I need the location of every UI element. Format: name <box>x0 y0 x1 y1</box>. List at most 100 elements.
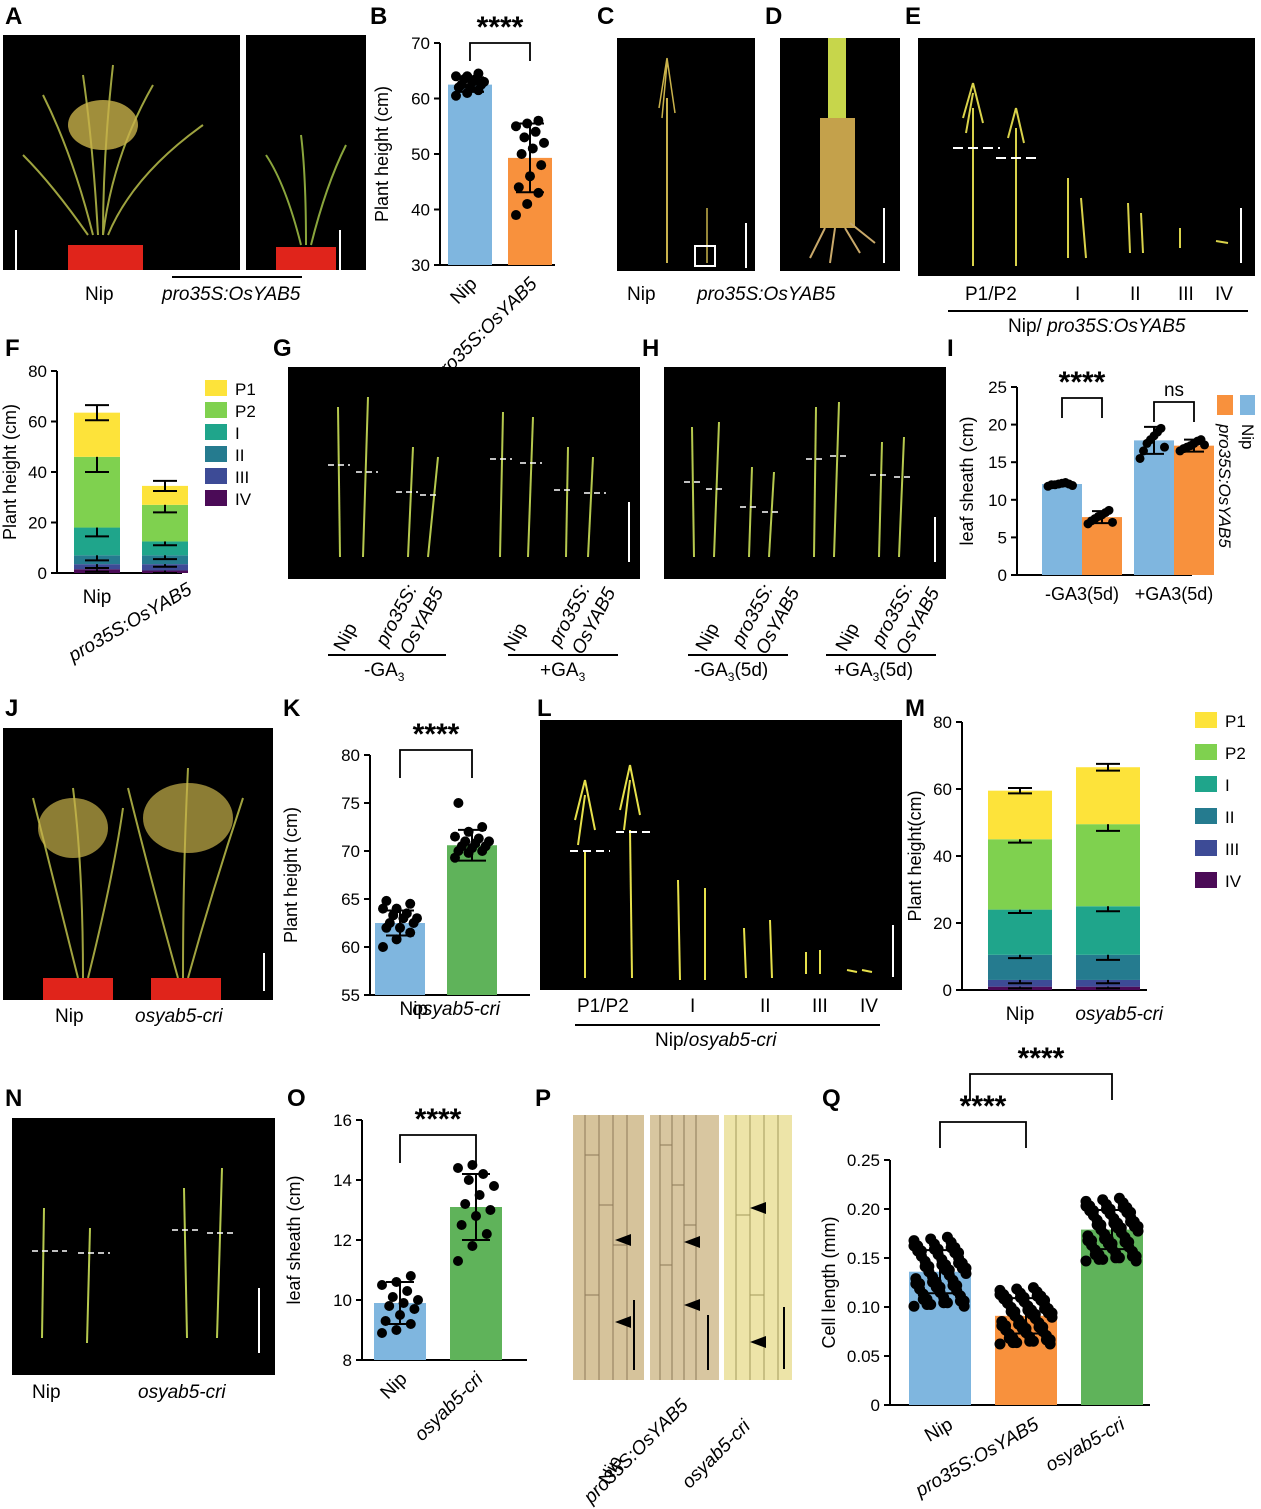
y-tick-label: 50 <box>411 145 430 164</box>
panel-letter-h: H <box>642 335 660 362</box>
data-point <box>481 1229 492 1239</box>
data-point <box>384 918 395 928</box>
data-point <box>945 1242 957 1254</box>
photo-p-pro35s <box>650 1115 719 1380</box>
data-point <box>925 1233 937 1245</box>
label-l-i: I <box>690 996 696 1017</box>
data-point <box>996 1320 1008 1332</box>
legend-label: III <box>1225 840 1239 859</box>
label-p-osyab5: osyab5-cri <box>678 1416 755 1493</box>
data-point <box>463 1175 474 1185</box>
label-g-minus-ga: -GA3 <box>364 660 404 684</box>
data-point <box>1011 1283 1023 1295</box>
panel-letter-d: D <box>765 3 783 30</box>
photo-j <box>3 728 273 1000</box>
data-point <box>1125 1216 1137 1228</box>
data-point <box>378 942 388 952</box>
label-h-plus-ga-sub: 3 <box>872 669 880 684</box>
x-tick-label: Nip <box>447 274 482 309</box>
label-l-ii: II <box>760 996 771 1017</box>
chart-b: 30 40 50 60 70 Plant height (cm) Nippro35S:OsY… <box>372 15 555 375</box>
data-point <box>1013 1318 1025 1330</box>
y-tick-label: 80 <box>933 713 952 732</box>
panel-letter-f: F <box>5 335 20 362</box>
data-point <box>522 198 533 209</box>
legend-label: II <box>1225 808 1234 827</box>
bar <box>1174 445 1214 575</box>
data-point <box>413 1295 423 1305</box>
chart-o: 8 10 12 14 16 leaf sheath (cm) Nip osyab5-cri **… <box>284 1105 527 1446</box>
label-c-genotype: pro35S:OsYAB5 <box>697 284 836 305</box>
data-point <box>953 1257 965 1269</box>
label-h-nip-1: Nip <box>692 619 724 655</box>
y-tick-label: 20 <box>28 514 47 533</box>
data-point <box>1091 1219 1103 1231</box>
stem-base-illustration <box>809 38 885 264</box>
y-tick-label: 8 <box>343 1351 352 1370</box>
legend-swatch <box>1240 395 1255 415</box>
data-point <box>450 831 460 842</box>
data-point <box>536 160 547 171</box>
underline-g-1 <box>328 654 446 656</box>
label-p-pro35s: pro35S:OsYAB5 <box>580 1395 693 1508</box>
data-point <box>453 1256 463 1266</box>
data-point <box>1097 1194 1109 1206</box>
chart-m: 0 20 40 60 80 Plant height(cm) Nip osyab5-cri P1… <box>905 712 1246 1025</box>
panel-letter-i: I <box>947 335 954 362</box>
label-e-iv: IV <box>1215 284 1233 305</box>
x-tick-label: -GA3(5d) <box>1045 584 1119 604</box>
data-point <box>412 913 422 924</box>
y-tick-label: 12 <box>333 1231 352 1250</box>
x-tick-label: pro35S:OsYAB5 <box>428 273 542 375</box>
label-a-genotype: pro35S:OsYAB5 <box>162 284 301 305</box>
underline-h-1 <box>688 654 788 656</box>
y-tick-label: 55 <box>341 986 360 1005</box>
y-tick-label: 60 <box>28 413 47 432</box>
y-tick-label: 5 <box>998 528 1007 547</box>
chart-k: 55 60 65 70 75 80 Plant height (cm) Niposyab5-c… <box>281 720 530 1020</box>
data-point <box>405 898 416 909</box>
caption-l-genotype: osyab5-cri <box>688 1030 777 1051</box>
data-point <box>1027 1282 1039 1294</box>
y-tick-label: 40 <box>411 201 430 220</box>
organs-illustration <box>570 764 894 981</box>
legend-label: pro35S:OsYAB5 <box>1215 423 1234 548</box>
photo-n <box>12 1118 275 1375</box>
data-point <box>1200 440 1209 450</box>
data-point <box>1135 453 1145 463</box>
data-point <box>1089 1249 1101 1261</box>
bar-segment <box>988 909 1052 955</box>
seedlings-illustration <box>684 401 936 562</box>
legend-swatch <box>205 380 227 396</box>
bar-segment <box>1076 767 1140 825</box>
underline-h-2 <box>826 654 936 656</box>
x-tick-label: Nip <box>377 1369 412 1404</box>
significance-bracket <box>399 749 473 778</box>
data-point <box>938 1297 950 1309</box>
data-point <box>927 1276 939 1288</box>
caption-e-genotype: pro35S:OsYAB5 <box>1047 316 1186 337</box>
data-point <box>908 1300 920 1312</box>
legend-swatch <box>1195 776 1217 792</box>
y-tick-label: 10 <box>333 1291 352 1310</box>
bar-segment <box>988 839 1052 910</box>
y-axis-label: Plant height (cm) <box>0 404 20 540</box>
organs-illustration <box>953 82 1242 266</box>
data-point <box>377 1328 387 1338</box>
x-tick-label: osyab5-cri <box>411 1368 488 1445</box>
stem-illustration <box>658 57 747 268</box>
data-point <box>954 1295 966 1307</box>
significance-bracket <box>969 1073 1113 1100</box>
y-tick-label: 0.10 <box>847 1298 880 1317</box>
chart-i: 0 5 10 15 20 25 leaf sheath (cm) -GA3(5d) +GA3(5… <box>957 366 1255 604</box>
legend-label: I <box>235 424 240 443</box>
significance-label: **** <box>415 1105 462 1136</box>
data-point <box>1080 1200 1092 1212</box>
data-point <box>530 126 541 137</box>
data-point <box>1113 1192 1125 1204</box>
data-point <box>1156 423 1166 433</box>
legend-label: P2 <box>235 402 256 421</box>
panel-letter-b: B <box>370 3 388 30</box>
label-e-iii: III <box>1178 284 1194 305</box>
data-point <box>453 1163 463 1173</box>
